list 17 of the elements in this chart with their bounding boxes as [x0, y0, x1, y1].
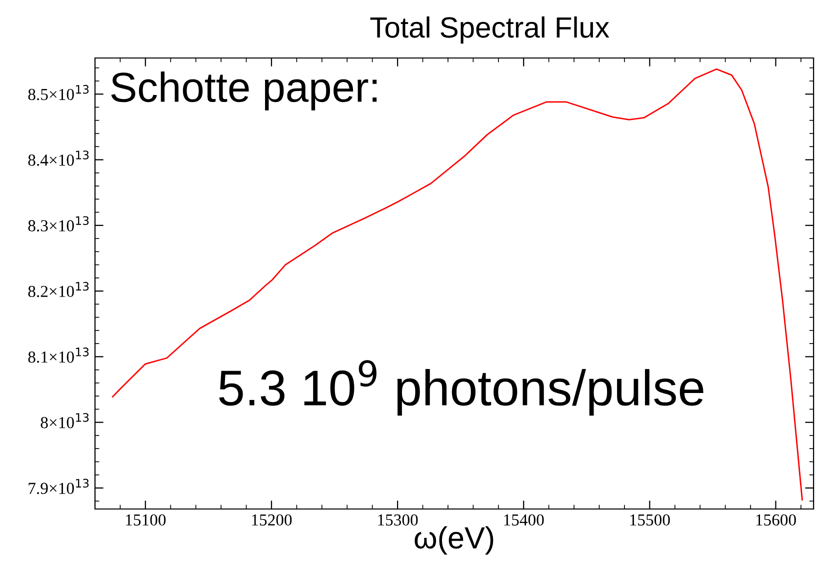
chart-title: Total Spectral Flux: [370, 16, 610, 44]
x-tick-label: 15100: [126, 514, 166, 526]
y-tick-label: 8.2×10$^{13}$: [28, 282, 89, 298]
y-tick-label: 8.4×10$^{13}$: [28, 150, 89, 166]
annotation: 5.3 10$^{9}$ photons/pulse: [219, 360, 704, 416]
x-tick-label: 15500: [630, 514, 670, 526]
y-tick-label: 8.5×10$^{13}$: [28, 84, 89, 100]
y-tick-label: 8.3×10$^{13}$: [28, 216, 89, 232]
y-tick-label: 8.1×10$^{13}$: [28, 348, 89, 363]
x-tick-label: 15300: [378, 514, 418, 526]
x-tick-label: 15400: [504, 514, 544, 526]
y-tick-label: 8×10$^{13}$: [40, 413, 89, 428]
annotation: Schotte paper:: [111, 72, 377, 110]
y-tick-label: 7.9×10$^{13}$: [28, 478, 89, 494]
x-tick-label: 15600: [756, 514, 796, 526]
x-axis-title: ω(eV): [414, 526, 494, 555]
x-tick-label: 15200: [252, 514, 292, 526]
